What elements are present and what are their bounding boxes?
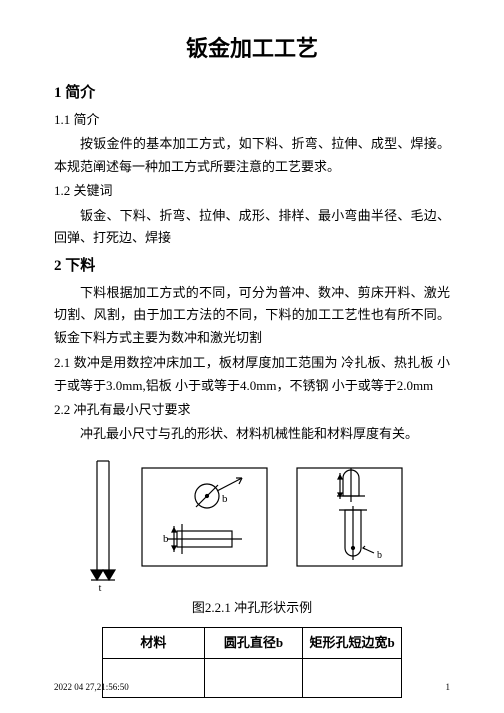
svg-text:t: t: [99, 583, 102, 591]
section-1-heading: 1 简介: [54, 81, 450, 107]
table-header-rect: 矩形孔短边宽b: [303, 628, 402, 659]
section-2-body: 下料根据加工方式的不同，可分为普冲、数冲、剪床开料、激光切割、风割，由于加工方法…: [54, 282, 450, 350]
table-header-material: 材料: [103, 628, 205, 659]
section-2-1: 2.1 数冲是用数控冲床加工，板材厚度加工范围为 冷扎板、热扎板 小于或等于3.…: [54, 352, 450, 398]
figure-2-2-1: t b b: [87, 456, 417, 591]
section-1-1-heading: 1.1 简介: [54, 109, 450, 131]
svg-text:b: b: [163, 533, 169, 545]
svg-text:b: b: [222, 493, 228, 505]
section-2-2-body: 冲孔最小尺寸与孔的形状、材料机械性能和材料厚度有关。: [54, 423, 450, 446]
section-2-2-heading: 2.2 冲孔有最小尺寸要求: [54, 399, 450, 421]
section-1-1-body: 按钣金件的基本加工方式，如下料、折弯、拉伸、成型、焊接。 本规范阐述每一种加工方…: [54, 133, 450, 179]
footer-page-number: 1: [446, 680, 451, 695]
svg-text:b: b: [377, 550, 382, 561]
footer-timestamp: 2022 04 27,21:56:50: [54, 680, 129, 695]
section-1-2-heading: 1.2 关键词: [54, 180, 450, 202]
document-title: 钣金加工工艺: [54, 30, 450, 67]
table-header-circle: 圆孔直径b: [204, 628, 303, 659]
section-1-2-body: 钣金、下料、折弯、拉伸、成形、排样、最小弯曲半径、毛边、回弹、打死边、焊接: [54, 205, 450, 251]
section-2-heading: 2 下料: [54, 254, 450, 280]
page-footer: 2022 04 27,21:56:50 1: [54, 680, 450, 695]
figure-caption: 图2.2.1 冲孔形状示例: [54, 597, 450, 619]
